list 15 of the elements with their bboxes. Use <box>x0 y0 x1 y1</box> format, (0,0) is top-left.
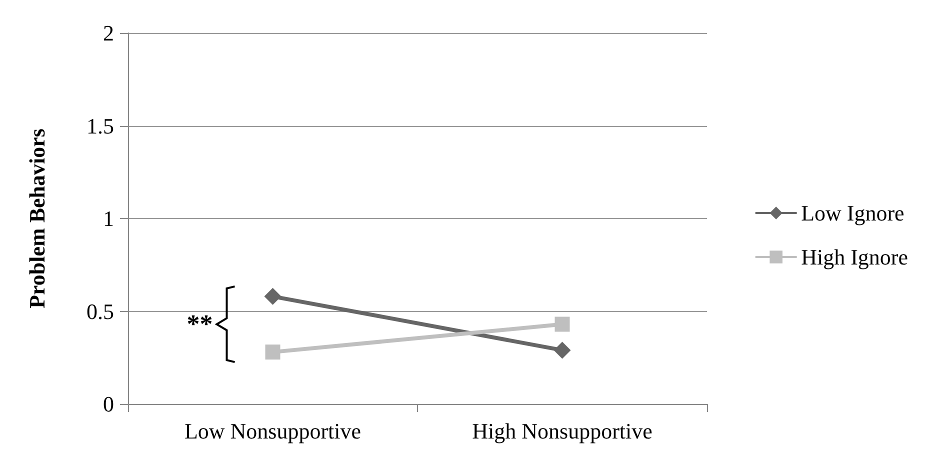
point <box>265 344 280 360</box>
legend-label: High Ignore <box>801 244 908 270</box>
y-tick-label: 0 <box>103 392 114 416</box>
x-tick-label: Low Nonsupportive <box>184 418 362 444</box>
x-tick-label: High Nonsupportive <box>472 418 652 444</box>
legend-label: Low Ignore <box>801 200 904 226</box>
y-tick-label: 1.5 <box>86 113 114 138</box>
y-axis-title: Problem Behaviors <box>24 128 50 308</box>
y-tick-label: 1 <box>103 206 114 231</box>
point <box>554 342 571 359</box>
point <box>264 288 282 305</box>
y-tick-label: 2 <box>103 20 114 46</box>
point <box>554 316 570 332</box>
annotation: ** <box>186 310 213 339</box>
y-tick-label: 0.5 <box>86 298 114 324</box>
